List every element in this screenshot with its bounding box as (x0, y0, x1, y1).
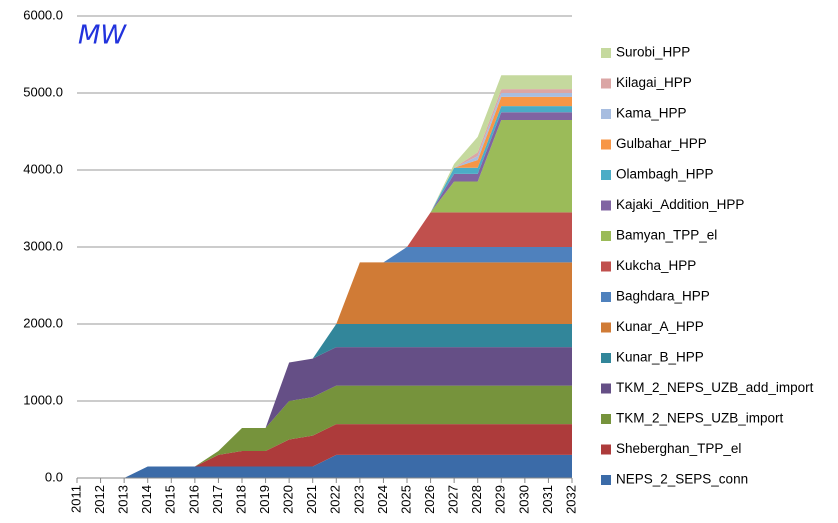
legend-swatch (601, 200, 611, 211)
legend-swatch (601, 170, 611, 180)
x-tick-label: 2030 (516, 485, 531, 514)
area (77, 212, 572, 478)
legend-label: Gulbahar_HPP (616, 136, 707, 151)
legend-label: TKM_2_NEPS_UZB_add_import (616, 380, 814, 395)
unit-annotation: MW (78, 21, 127, 51)
x-tick-label: 2032 (563, 485, 578, 514)
legend-label: Baghdara_HPP (616, 289, 710, 304)
x-tick-label: 2031 (540, 485, 555, 514)
legend-label: Kama_HPP (616, 106, 687, 121)
legend-swatch (601, 383, 611, 394)
y-tick-label: 1000.0 (23, 392, 63, 407)
area (77, 385, 572, 478)
legend-label: Kunar_A_HPP (616, 319, 704, 334)
y-tick-label: 5000.0 (23, 84, 63, 99)
area (77, 262, 572, 478)
x-tick-label: 2020 (281, 485, 296, 514)
x-tick-label: 2016 (186, 485, 201, 514)
x-tick-label: 2021 (304, 485, 319, 514)
x-tick-label: 2022 (328, 485, 343, 514)
x-tick-label: 2024 (375, 485, 390, 514)
legend-swatch (601, 292, 611, 302)
legend-swatch (601, 109, 611, 119)
legend-label: Kukcha_HPP (616, 258, 696, 273)
y-tick-label: 4000.0 (23, 161, 63, 176)
x-tick-label: 2019 (257, 485, 272, 514)
x-tick-label: 2015 (163, 485, 178, 514)
legend-label: NEPS_2_SEPS_conn (616, 472, 748, 487)
x-tick-label: 2013 (116, 485, 131, 514)
y-tick-label: 6000.0 (23, 7, 63, 22)
legend-label: Sheberghan_TPP_el (616, 441, 741, 456)
x-tick-label: 2011 (68, 485, 83, 513)
legend-label: Olambagh_HPP (616, 167, 714, 182)
x-tick-label: 2017 (210, 485, 225, 514)
legend-swatch (601, 322, 611, 333)
legend-label: TKM_2_NEPS_UZB_import (616, 411, 784, 426)
legend-swatch (601, 353, 611, 363)
legend-swatch (601, 444, 611, 455)
legend-label: Kilagai_HPP (616, 75, 692, 90)
legend-swatch (601, 48, 611, 58)
legend: Surobi_HPP Kilagai_HPP Kama_HPP Gulbahar_HP… (601, 45, 814, 487)
legend-swatch (601, 475, 611, 485)
x-tick-label: 2023 (351, 485, 366, 514)
x-tick-label: 2025 (398, 485, 413, 514)
area (77, 424, 572, 478)
x-tick-label: 2012 (92, 485, 107, 514)
x-tick-label: 2018 (233, 485, 248, 514)
legend-swatch (601, 231, 611, 241)
x-tick-label: 2027 (446, 485, 461, 514)
y-tick-label: 3000.0 (23, 238, 63, 253)
x-tick-label: 2029 (493, 485, 508, 514)
legend-swatch (601, 78, 611, 89)
legend-swatch (601, 414, 611, 424)
y-tick-label: 2000.0 (23, 315, 63, 330)
legend-label: Kunar_B_HPP (616, 350, 704, 365)
legend-label: Surobi_HPP (616, 45, 690, 60)
area (77, 454, 572, 478)
area (77, 324, 572, 478)
legend-label: Bamyan_TPP_el (616, 228, 717, 243)
x-tick-label: 2014 (139, 485, 154, 514)
grid (77, 15, 572, 479)
legend-label: Kajaki_Addition_HPP (616, 197, 744, 212)
area (77, 347, 572, 478)
legend-swatch (601, 261, 611, 272)
area (77, 75, 572, 478)
x-tick-label: 2026 (422, 485, 437, 514)
y-tick-label: 0.0 (45, 469, 63, 484)
x-tick-label: 2028 (469, 485, 484, 514)
legend-swatch (601, 139, 611, 150)
area (77, 119, 572, 478)
